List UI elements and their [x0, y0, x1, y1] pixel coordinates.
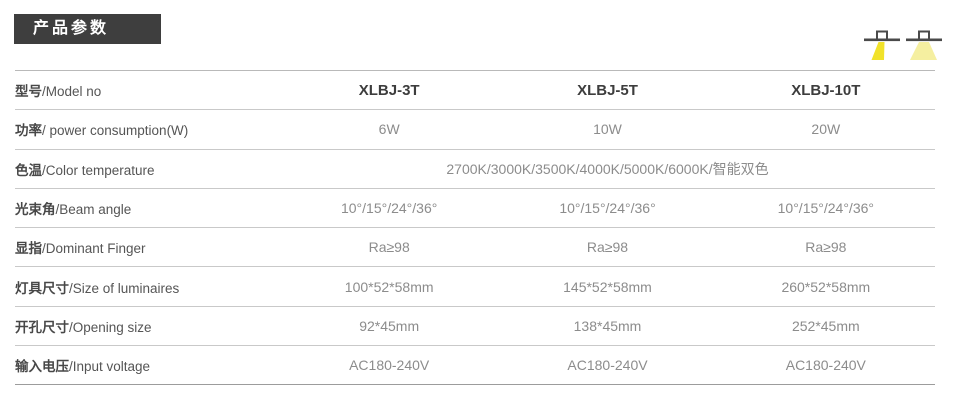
- table-row-opening-size: 开孔尺寸/Opening size 92*45mm 138*45mm 252*4…: [15, 305, 935, 345]
- row-label: 色温/Color temperature: [15, 159, 280, 179]
- row-label-cn: 色温: [15, 162, 42, 178]
- cell-value: 10°/15°/24°/36°: [559, 200, 656, 217]
- cell-value: 10°/15°/24°/36°: [340, 200, 438, 217]
- row-label-cn: 开孔尺寸: [15, 319, 69, 335]
- cell-value: Ra≥98: [368, 239, 410, 256]
- table-row-luminaire-size: 灯具尺寸/Size of luminaires 100*52*58mm 145*…: [15, 266, 935, 305]
- row-label-en: /Dominant Finger: [42, 241, 146, 257]
- row-label: 光束角/Beam angle: [15, 198, 280, 218]
- row-label-en: / power consumption(W): [42, 123, 189, 139]
- cell-value: 260*52*58mm: [781, 278, 871, 295]
- cell-value: Ra≥98: [586, 239, 629, 256]
- cell-value: AC180-240V: [785, 357, 866, 374]
- row-label-en: /Model no: [42, 84, 102, 100]
- cell-value: 92*45mm: [359, 317, 420, 334]
- row-label-en: /Size of luminaires: [69, 280, 180, 296]
- row-label-cn: 型号: [15, 84, 42, 100]
- downlight-narrow-beam-icon: [864, 30, 900, 60]
- row-label: 灯具尺寸/Size of luminaires: [15, 277, 280, 297]
- section-title-badge: 产品参数: [14, 14, 162, 44]
- row-label: 输入电压/Input voltage: [15, 355, 280, 375]
- table-row-color-temperature: 色温/Color temperature 2700K/3000K/3500K/4…: [15, 148, 935, 188]
- table-row-beam-angle: 光束角/Beam angle 10°/15°/24°/36° 10°/15°/2…: [15, 187, 935, 227]
- row-label-en: /Opening size: [69, 319, 152, 335]
- spec-table: 型号/Model no XLBJ-3T XLBJ-5T XLBJ-10T 功率/…: [15, 70, 935, 386]
- table-row-power: 功率/ power consumption(W) 6W 10W 20W: [15, 109, 935, 148]
- row-label-en: /Beam angle: [55, 202, 132, 218]
- row-label: 型号/Model no: [15, 80, 280, 100]
- beam-type-icons: [864, 29, 942, 61]
- row-label-en: /Input voltage: [69, 359, 151, 375]
- row-label-cn: 输入电压: [15, 359, 69, 375]
- table-row-input-voltage: 输入电压/Input voltage AC180-240V AC180-240V…: [15, 345, 935, 386]
- row-label-cn: 灯具尺寸: [15, 280, 69, 296]
- row-label-en: /Color temperature: [42, 162, 155, 178]
- cell-value: 138*45mm: [573, 317, 642, 334]
- cell-value: Ra≥98: [805, 239, 847, 256]
- cell-value: 145*52*58mm: [563, 278, 652, 295]
- row-label: 显指/Dominant Finger: [15, 237, 280, 257]
- table-row-cri: 显指/Dominant Finger Ra≥98 Ra≥98 Ra≥98: [15, 227, 935, 266]
- row-label-cn: 显指: [15, 241, 42, 257]
- row-label: 开孔尺寸/Opening size: [15, 316, 280, 336]
- cell-value-spanned: 2700K/3000K/3500K/4000K/5000K/6000K/智能双色: [446, 160, 769, 177]
- row-label: 功率/ power consumption(W): [15, 119, 280, 139]
- cell-value: 10°/15°/24°/36°: [777, 200, 874, 217]
- cell-value: 100*52*58mm: [344, 278, 434, 295]
- section-title: 产品参数: [33, 20, 110, 37]
- cell-value: AC180-240V: [567, 357, 648, 374]
- row-label-cn: 功率: [15, 123, 42, 139]
- row-label-cn: 光束角: [15, 202, 56, 218]
- model-value: XLBJ-10T: [791, 81, 861, 99]
- downlight-wide-beam-icon: [906, 30, 942, 60]
- model-value: XLBJ-5T: [577, 81, 638, 99]
- table-row-model: 型号/Model no XLBJ-3T XLBJ-5T XLBJ-10T: [15, 70, 935, 109]
- cell-value: 6W: [378, 121, 400, 138]
- cell-value: 20W: [811, 121, 841, 138]
- cell-value: 252*45mm: [791, 317, 860, 334]
- cell-value: AC180-240V: [349, 357, 430, 374]
- model-value: XLBJ-3T: [358, 81, 420, 99]
- cell-value: 10W: [593, 121, 622, 138]
